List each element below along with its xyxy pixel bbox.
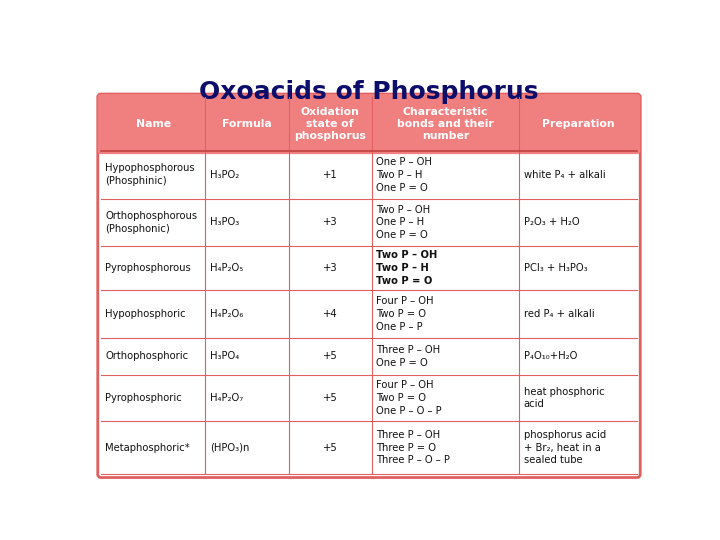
Text: +3: +3 xyxy=(323,218,338,227)
Text: Two P – OH
One P – H
One P = O: Two P – OH One P – H One P = O xyxy=(377,205,431,240)
Text: H₄P₂O₅: H₄P₂O₅ xyxy=(210,263,243,273)
FancyBboxPatch shape xyxy=(98,94,640,477)
Text: +5: +5 xyxy=(323,393,338,403)
Text: Characteristic
bonds and their
number: Characteristic bonds and their number xyxy=(397,107,494,141)
Bar xyxy=(101,124,637,151)
Text: Two P – OH
Two P – H
Two P = O: Two P – OH Two P – H Two P = O xyxy=(377,251,438,286)
Text: H₃PO₄: H₃PO₄ xyxy=(210,352,239,361)
Text: Four P – OH
Two P = O
One P – O – P: Four P – OH Two P = O One P – O – P xyxy=(377,380,442,416)
Text: Preparation: Preparation xyxy=(542,119,614,129)
Text: Four P – OH
Two P = O
One P – P: Four P – OH Two P = O One P – P xyxy=(377,296,434,332)
Text: red P₄ + alkali: red P₄ + alkali xyxy=(524,309,595,319)
Text: H₃PO₃: H₃PO₃ xyxy=(210,218,239,227)
Text: P₂O₃ + H₂O: P₂O₃ + H₂O xyxy=(524,218,580,227)
Text: H₄P₂O₇: H₄P₂O₇ xyxy=(210,393,243,403)
Text: PCl₃ + H₃PO₃: PCl₃ + H₃PO₃ xyxy=(524,263,588,273)
Text: +5: +5 xyxy=(323,443,338,453)
Text: H₃PO₂: H₃PO₂ xyxy=(210,170,239,180)
Text: Oxidation
state of
phosphorus: Oxidation state of phosphorus xyxy=(294,107,366,141)
Text: Three P – OH
One P = O: Three P – OH One P = O xyxy=(377,345,441,368)
Text: One P – OH
Two P – H
One P = O: One P – OH Two P – H One P = O xyxy=(377,157,432,193)
Text: Formula: Formula xyxy=(222,119,272,129)
Text: Name: Name xyxy=(135,119,171,129)
Text: +5: +5 xyxy=(323,352,338,361)
Text: Hypophosphorous
(Phosphinic): Hypophosphorous (Phosphinic) xyxy=(106,164,195,186)
Text: Pyrophosphorous: Pyrophosphorous xyxy=(106,263,192,273)
Text: Metaphosphoric*: Metaphosphoric* xyxy=(106,443,190,453)
Text: white P₄ + alkali: white P₄ + alkali xyxy=(524,170,606,180)
Text: Hypophosphoric: Hypophosphoric xyxy=(106,309,186,319)
Text: Pyrophosphoric: Pyrophosphoric xyxy=(106,393,182,403)
Text: +1: +1 xyxy=(323,170,338,180)
Text: Orthophosphoric: Orthophosphoric xyxy=(106,352,189,361)
Text: P₄O₁₀+H₂O: P₄O₁₀+H₂O xyxy=(524,352,577,361)
Text: +3: +3 xyxy=(323,263,338,273)
Text: Oxoacids of Phosphorus: Oxoacids of Phosphorus xyxy=(199,80,539,104)
Text: Three P – OH
Three P = O
Three P – O – P: Three P – OH Three P = O Three P – O – P xyxy=(377,430,450,465)
Text: +4: +4 xyxy=(323,309,338,319)
Text: Orthophosphorous
(Phosphonic): Orthophosphorous (Phosphonic) xyxy=(106,211,197,234)
Text: phosphorus acid
+ Br₂, heat in a
sealed tube: phosphorus acid + Br₂, heat in a sealed … xyxy=(524,430,606,465)
Text: H₄P₂O₆: H₄P₂O₆ xyxy=(210,309,243,319)
FancyBboxPatch shape xyxy=(98,94,640,154)
Text: heat phosphoric
acid: heat phosphoric acid xyxy=(524,387,604,409)
Text: (HPO₃)n: (HPO₃)n xyxy=(210,443,249,453)
